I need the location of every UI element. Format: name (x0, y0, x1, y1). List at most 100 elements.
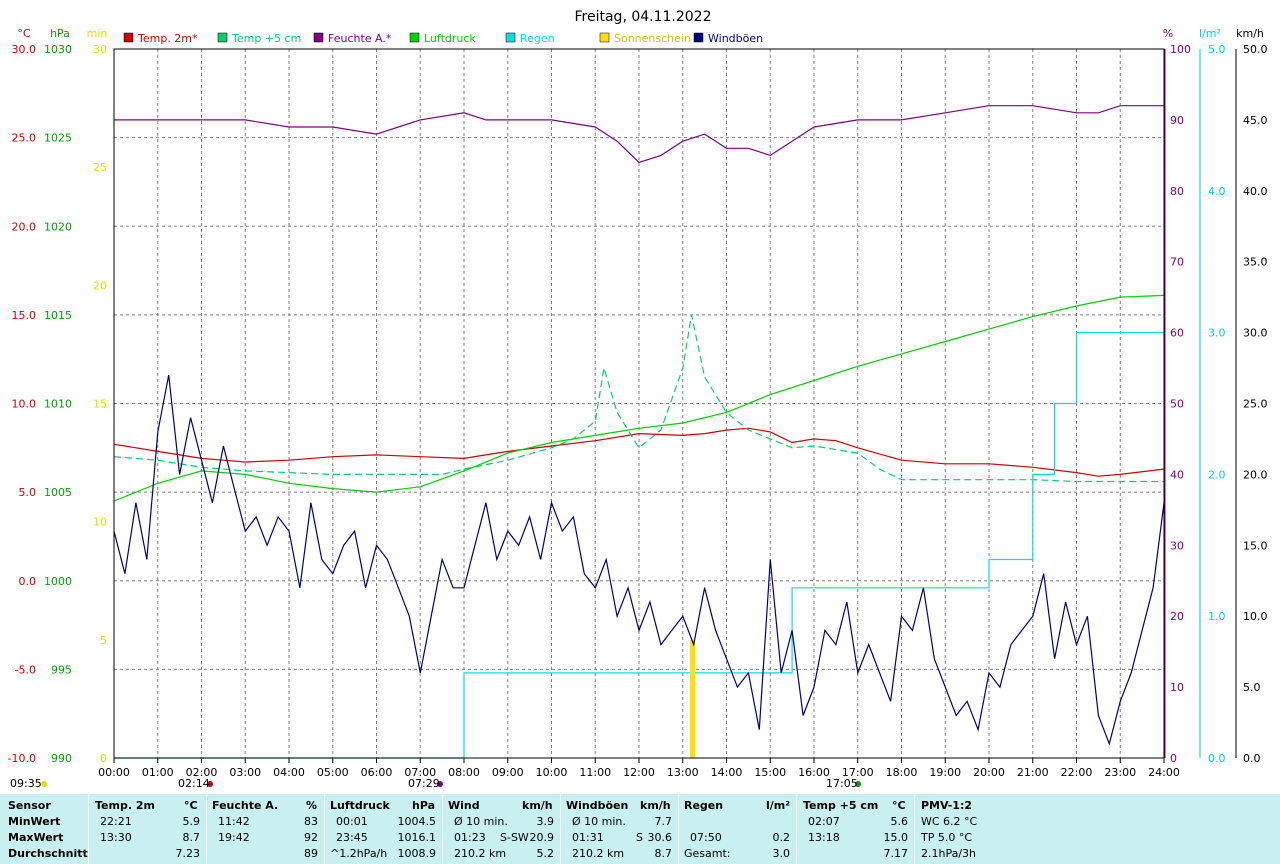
pmv-header: PMV-1:2 (921, 799, 972, 812)
pressure-tick-label: 1030 (44, 43, 72, 56)
sunshine-tick-label: 15 (93, 398, 107, 411)
x-tick-label: 23:00 (1104, 766, 1136, 779)
pmv-max-val: TP 5.0 °C (921, 831, 973, 844)
legend-swatch (123, 32, 134, 43)
wind-tick-label: 40.0 (1243, 185, 1268, 198)
temp-tick-label: 10.0 (12, 398, 37, 411)
windboeen-max-dir: S (636, 831, 643, 844)
weather-chart: Freitag, 04.11.2022 °C hPa min % l/m² km… (7, 9, 1268, 790)
luftdruck-max-time: 23:45 (336, 831, 368, 844)
temp2m-header: Temp. 2m (95, 799, 155, 812)
x-tick-label: 05:00 (317, 766, 349, 779)
feuchte-unit: % (306, 799, 318, 812)
rain-tick-label: 3.0 (1208, 327, 1226, 340)
temp5cm-min-val: 5.6 (890, 815, 909, 828)
x-tick-label: 24:00 (1148, 766, 1180, 779)
temp-tick-label: 25.0 (12, 132, 37, 145)
temp2m-min-time: 22:21 (100, 815, 132, 828)
pressure-axis-unit: hPa (50, 27, 70, 40)
x-tick-label: 19:00 (929, 766, 961, 779)
legend-label: Luftdruck (424, 32, 476, 45)
temp2m-max-time: 13:30 (100, 831, 132, 844)
legend-swatch (599, 32, 610, 43)
humidity-tick-label: 20 (1170, 610, 1184, 623)
series-line (113, 427, 1165, 477)
sunshine-bar (692, 639, 696, 758)
sunshine-tick-label: 30 (93, 43, 107, 56)
pmv-avg: 2.1hPa/3h (921, 847, 977, 860)
min-marker-dot (41, 781, 47, 787)
luftdruck-avg: 1008.9 (397, 847, 437, 860)
legend-swatch (217, 32, 228, 43)
feuchte-max-time: 19:42 (218, 831, 250, 844)
row-label-avg: Durchschnitt (8, 847, 88, 860)
pmv-min-val: WC 6.2 °C (921, 815, 978, 828)
x-tick-label: 16:00 (798, 766, 830, 779)
axis-ticks: 30.025.020.015.010.05.00.0-5.0-10.010301… (8, 43, 1268, 779)
humidity-tick-label: 100 (1170, 43, 1191, 56)
legend-label: Temp. 2m* (137, 32, 198, 45)
sunshine-tick-label: 25 (93, 161, 107, 174)
humidity-tick-label: 70 (1170, 256, 1184, 269)
windboeen-min-label: Ø 10 min. (572, 815, 626, 828)
wind-axis-unit: km/h (1236, 27, 1264, 40)
luftdruck-unit: hPa (412, 799, 436, 812)
feuchte-max-val: 92 (304, 831, 318, 844)
humidity-tick-label: 30 (1170, 539, 1184, 552)
series-line (113, 294, 1165, 502)
legend-label: Sonnenschein (614, 32, 691, 45)
wind-tick-label: 30.0 (1243, 327, 1268, 340)
regen-max-val: 0.2 (772, 831, 791, 844)
x-tick-label: 22:00 (1061, 766, 1093, 779)
humidity-axis-unit: % (1163, 27, 1173, 40)
series-line (114, 105, 1164, 164)
windboeen-max-val: 30.6 (647, 831, 673, 844)
plot-series (113, 105, 1165, 759)
wind-min-val: 3.9 (536, 815, 555, 828)
legend-label: Regen (520, 32, 555, 45)
temp5cm-header: Temp +5 cm (803, 799, 879, 812)
regen-total-label: Gesamt: (684, 847, 731, 860)
x-tick-label: 11:00 (579, 766, 611, 779)
wind-tick-label: 35.0 (1243, 256, 1268, 269)
pressure-tick-label: 1025 (44, 132, 72, 145)
windboeen-header: Windböen (566, 799, 629, 812)
temp-tick-label: 20.0 (12, 220, 37, 233)
rain-axis-unit: l/m² (1199, 27, 1221, 40)
wind-avg: 5.2 (536, 847, 555, 860)
rain-tick-label: 0.0 (1208, 752, 1226, 765)
min-marker-label: 09:35 (10, 777, 42, 790)
sunshine-axis-unit: min (87, 27, 108, 40)
temp5cm-avg: 7.17 (883, 847, 909, 860)
feuchte-min-time: 11:42 (218, 815, 250, 828)
rain-tick-label: 1.0 (1208, 610, 1226, 623)
wind-max-time: 01:23 (454, 831, 486, 844)
humidity-tick-label: 60 (1170, 327, 1184, 340)
x-tick-label: 10:00 (536, 766, 568, 779)
regen-max-time: 07:50 (690, 831, 722, 844)
temp5cm-unit: °C (892, 799, 906, 812)
min-marker-label: 07:29 (408, 777, 440, 790)
x-tick-label: 14:00 (711, 766, 743, 779)
pressure-tick-label: 995 (51, 663, 72, 676)
pressure-tick-label: 990 (51, 752, 72, 765)
x-tick-label: 17:00 (842, 766, 874, 779)
series-line (114, 332, 1164, 759)
rain-tick-label: 4.0 (1208, 185, 1226, 198)
min-marker-dot (437, 781, 443, 787)
feuchte-header: Feuchte A. (212, 799, 279, 812)
temp-tick-label: 30.0 (12, 43, 37, 56)
temp-tick-label: -10.0 (8, 752, 36, 765)
wind-unit: km/h (522, 799, 553, 812)
row-label-max: MaxWert (8, 831, 64, 844)
chart-grid (114, 49, 1164, 758)
wind-tick-label: 20.0 (1243, 468, 1268, 481)
sensor-header: Sensor (8, 799, 51, 812)
feuchte-avg: 89 (304, 847, 318, 860)
temp-tick-label: 5.0 (19, 486, 37, 499)
x-tick-label: 09:00 (492, 766, 524, 779)
pressure-tick-label: 1005 (44, 486, 72, 499)
temp5cm-min-time: 02:07 (808, 815, 840, 828)
x-tick-label: 21:00 (1017, 766, 1049, 779)
series-line (113, 314, 1164, 483)
